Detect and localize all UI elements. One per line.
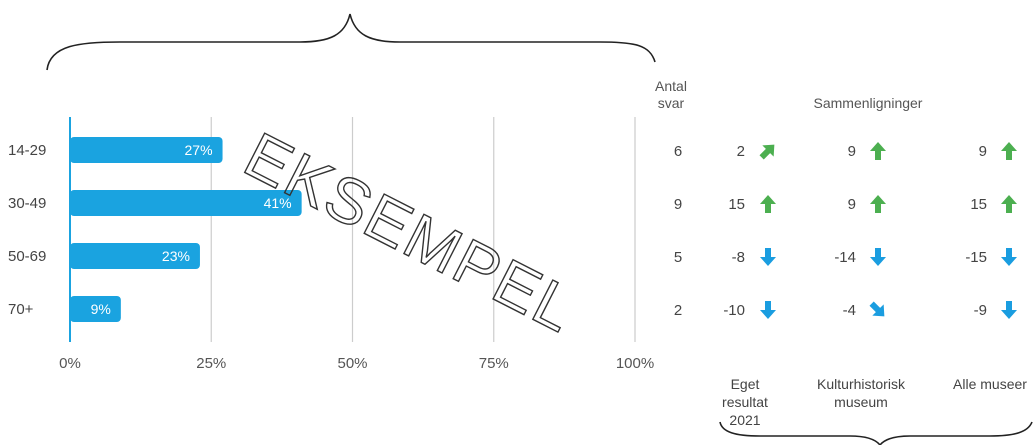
bottom-brace	[719, 421, 1033, 445]
comparison-value: -8	[732, 249, 745, 266]
arrow-down-icon	[760, 248, 776, 266]
x-tick-label: 75%	[479, 355, 509, 372]
comparison-value: 9	[848, 196, 856, 213]
bar	[70, 190, 302, 216]
category-label: 30-49	[8, 195, 46, 212]
arrow-down-icon	[870, 248, 886, 266]
comparison-value: -14	[834, 249, 856, 266]
comparison-table: 6 9 5 2 2 15 -8 -10 9 9 -14 -4 9 15 -15 -9	[674, 142, 1017, 319]
chart-grid	[210, 117, 636, 342]
comparison-footers: Eget resultat 2021 Kulturhistorisk museum All…	[722, 376, 1027, 428]
comparison-footer-label: Eget	[731, 376, 760, 392]
category-label: 14-29	[8, 142, 46, 159]
comparison-value: -4	[843, 302, 856, 319]
comparison-value: -15	[965, 249, 987, 266]
arrow-up-icon	[760, 195, 776, 213]
arrow-down-right-icon	[869, 301, 885, 317]
comparison-footer-label: Kulturhistorisk	[817, 376, 906, 392]
bar-value-label: 27%	[185, 142, 213, 158]
comparison-footer-label: 2021	[729, 412, 760, 428]
bar	[70, 296, 121, 322]
comparison-value: 15	[728, 196, 745, 213]
comparisons-header: Sammenligninger	[814, 95, 923, 111]
category-label: 50-69	[8, 248, 46, 265]
comparison-value: -10	[723, 302, 745, 319]
category-label: 70+	[8, 301, 34, 318]
x-tick-label: 0%	[59, 355, 81, 372]
bar-value-label: 41%	[264, 195, 292, 211]
arrow-down-icon	[760, 301, 776, 319]
comparison-value: 9	[979, 143, 987, 160]
comparison-footer-label: resultat	[722, 394, 768, 410]
category-labels: 14-29 30-49 50-69 70+	[8, 142, 46, 318]
x-tick-label: 25%	[196, 355, 226, 372]
antal-header-line2: svar	[658, 95, 685, 111]
arrow-up-right-icon	[759, 144, 775, 160]
bar	[70, 137, 223, 163]
antal-svar-value: 9	[674, 196, 682, 213]
comparison-footer-label: Alle museer	[953, 376, 1027, 392]
bar	[70, 243, 200, 269]
x-tick-label: 100%	[616, 355, 654, 372]
arrow-up-icon	[870, 195, 886, 213]
comparison-value: 9	[848, 143, 856, 160]
arrow-down-icon	[1001, 301, 1017, 319]
x-axis-ticks: 0% 25% 50% 75% 100%	[59, 355, 654, 372]
comparison-value: -9	[974, 302, 987, 319]
antal-svar-value: 6	[674, 143, 682, 160]
arrow-up-icon	[870, 142, 886, 160]
arrow-up-icon	[1001, 142, 1017, 160]
bar-value-label: 9%	[91, 301, 111, 317]
comparison-value: 2	[737, 143, 745, 160]
watermark: EKSEMPEL	[234, 118, 588, 346]
bar-value-label: 23%	[162, 248, 190, 264]
comparison-footer-label: museum	[834, 394, 888, 410]
antal-svar-value: 2	[674, 302, 682, 319]
chart-bars: 27% 41% 23% 9%	[70, 137, 302, 322]
x-tick-label: 50%	[337, 355, 367, 372]
arrow-down-icon	[1001, 248, 1017, 266]
arrow-up-icon	[1001, 195, 1017, 213]
comparison-value: 15	[970, 196, 987, 213]
antal-header-line1: Antal	[655, 78, 687, 94]
antal-svar-value: 5	[674, 249, 682, 266]
top-brace	[46, 13, 656, 71]
